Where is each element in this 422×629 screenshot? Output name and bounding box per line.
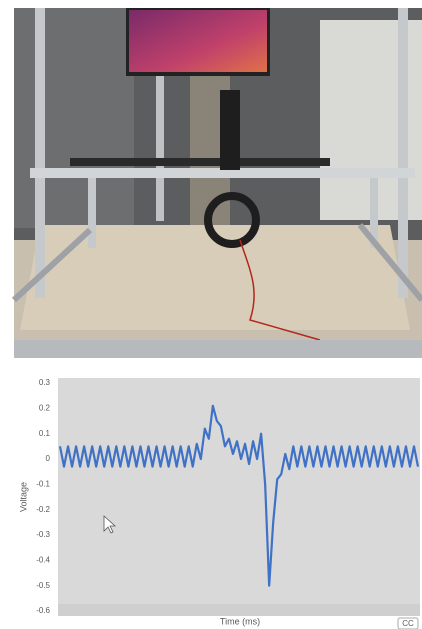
cc-label[interactable]: CC [402, 619, 414, 628]
mouse-cursor [103, 515, 117, 534]
y-tick-label: 0.1 [39, 429, 51, 438]
y-tick-label: -0.4 [36, 555, 50, 564]
y-tick-label: -0.1 [36, 479, 50, 488]
voltage-line [58, 404, 420, 587]
plot-strip [58, 604, 420, 616]
y-tick-label: -0.3 [36, 530, 50, 539]
y-tick-label: -0.2 [36, 505, 50, 514]
y-tick-label: 0.2 [39, 403, 51, 412]
x-axis-label: Time (ms) [220, 616, 260, 626]
y-tick-label: 0 [46, 454, 51, 463]
y-axis-label: Voltage [18, 482, 28, 512]
y-tick-label: -0.6 [36, 606, 50, 615]
y-tick-label: 0.3 [39, 378, 51, 387]
plot-area [58, 378, 420, 616]
y-tick-label: -0.5 [36, 581, 50, 590]
plot: 0.3 0.2 0.1 0 -0.1 -0.2 -0.3 -0.4 -0.5 -0.6 [36, 378, 420, 615]
cc-button[interactable] [397, 617, 419, 629]
photo [11, 8, 422, 358]
